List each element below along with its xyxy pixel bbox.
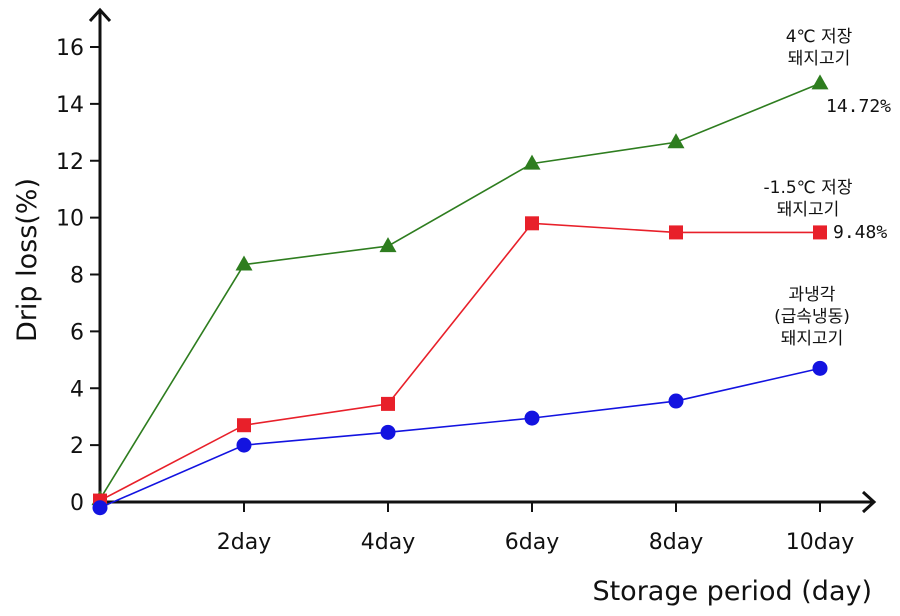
y-tick-label: 4 (70, 377, 84, 402)
data-point (380, 424, 396, 440)
y-tick-label: 0 (70, 491, 84, 516)
y-axis-arrow (88, 7, 112, 23)
y-tick-label: 16 (56, 36, 84, 61)
series-label: 과냉각 (789, 285, 836, 305)
series-label: -1.5℃ 저장 (764, 178, 853, 198)
data-point (236, 437, 252, 453)
y-tick-label: 10 (56, 207, 84, 232)
data-point (813, 225, 827, 240)
x-ticks: 2day 4day 6day 8day 10day (217, 502, 854, 555)
x-tick-label: 2day (217, 530, 271, 555)
series-line (99, 222, 820, 502)
x-tick-label: 4day (361, 530, 415, 555)
x-axis-title: Storage period (day) (592, 576, 872, 607)
series-3 (92, 360, 828, 516)
series-1 (91, 74, 829, 506)
series-label: 돼지고기 (781, 329, 844, 349)
y-tick-label: 14 (56, 93, 84, 118)
data-point (379, 237, 397, 253)
y-axis-title: Drip loss(%) (12, 178, 43, 342)
series-end-value-label: 14.72% (826, 96, 891, 117)
data-point (524, 410, 540, 426)
series-end-value-label: 9.48% (833, 222, 887, 243)
y-tick-label: 6 (70, 320, 84, 345)
data-point (668, 393, 684, 409)
axes (88, 7, 877, 514)
series-label: 돼지고기 (777, 200, 840, 220)
y-tick-label: 8 (70, 264, 84, 289)
y-tick-label: 2 (70, 434, 84, 459)
x-tick-label: 6day (505, 530, 559, 555)
data-point (523, 154, 541, 170)
series-label: (급속냉동) (774, 307, 850, 327)
data-point (235, 255, 253, 271)
x-tick-label: 10day (786, 530, 854, 555)
data-point (812, 360, 828, 376)
series-line (99, 82, 821, 500)
data-point (237, 418, 251, 433)
data-point (811, 74, 829, 90)
data-point (667, 133, 685, 149)
series-layer (91, 74, 829, 516)
series-label: 4℃ 저장 (786, 27, 853, 47)
x-axis-arrow (861, 490, 877, 514)
data-point (381, 396, 395, 411)
data-point (669, 225, 683, 240)
data-point (525, 216, 539, 231)
y-tick-label: 12 (56, 150, 84, 175)
series-label: 돼지고기 (788, 49, 851, 69)
x-tick-label: 8day (649, 530, 703, 555)
y-ticks: 0 2 4 6 8 10 12 14 16 (56, 36, 100, 516)
series-line (99, 367, 821, 509)
series-2 (93, 216, 827, 508)
data-point (92, 500, 108, 516)
